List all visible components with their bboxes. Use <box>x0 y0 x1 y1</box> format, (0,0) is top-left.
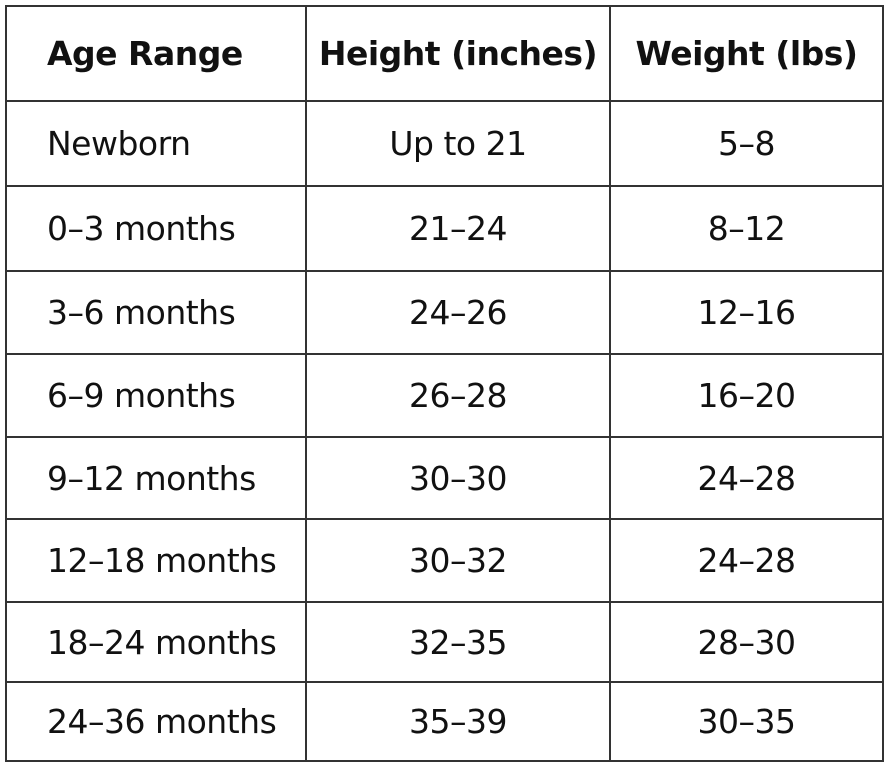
table-cell: 8–12 <box>609 185 884 272</box>
table-cell: 12–16 <box>609 270 884 355</box>
table-row: 3–6 months 24–26 12–16 <box>5 270 884 355</box>
table-cell: 30–32 <box>305 518 611 603</box>
table-cell: 26–28 <box>305 353 611 438</box>
table-row: 6–9 months 26–28 16–20 <box>5 353 884 438</box>
table-cell: 28–30 <box>609 601 884 683</box>
table-row: 0–3 months 21–24 8–12 <box>5 185 884 272</box>
table-cell: 35–39 <box>305 681 611 762</box>
header-cell: Weight (lbs) <box>609 5 884 102</box>
table-cell: 3–6 months <box>5 270 307 355</box>
table-cell: 18–24 months <box>5 601 307 683</box>
table-cell: 21–24 <box>305 185 611 272</box>
table-row: 12–18 months 30–32 24–28 <box>5 518 884 603</box>
table-cell: 24–28 <box>609 436 884 520</box>
header-cell: Height (inches) <box>305 5 611 102</box>
table-cell: Up to 21 <box>305 100 611 187</box>
table-cell: 6–9 months <box>5 353 307 438</box>
table-cell: 30–30 <box>305 436 611 520</box>
table-cell: 0–3 months <box>5 185 307 272</box>
table-cell: 16–20 <box>609 353 884 438</box>
table-cell: Newborn <box>5 100 307 187</box>
table-cell: 30–35 <box>609 681 884 762</box>
table-cell: 12–18 months <box>5 518 307 603</box>
header-cell: Age Range <box>5 5 307 102</box>
table-cell: 24–28 <box>609 518 884 603</box>
table-cell: 24–36 months <box>5 681 307 762</box>
table-row: Newborn Up to 21 5–8 <box>5 100 884 187</box>
table-cell: 24–26 <box>305 270 611 355</box>
table-row: 9–12 months 30–30 24–28 <box>5 436 884 520</box>
table-row: 24–36 months 35–39 30–35 <box>5 681 884 762</box>
size-table: Age Range Height (inches) Weight (lbs) New… <box>5 5 884 762</box>
table-row: 18–24 months 32–35 28–30 <box>5 601 884 683</box>
table-cell: 5–8 <box>609 100 884 187</box>
table-cell: 9–12 months <box>5 436 307 520</box>
table-cell: 32–35 <box>305 601 611 683</box>
header-row: Age Range Height (inches) Weight (lbs) <box>5 5 884 102</box>
